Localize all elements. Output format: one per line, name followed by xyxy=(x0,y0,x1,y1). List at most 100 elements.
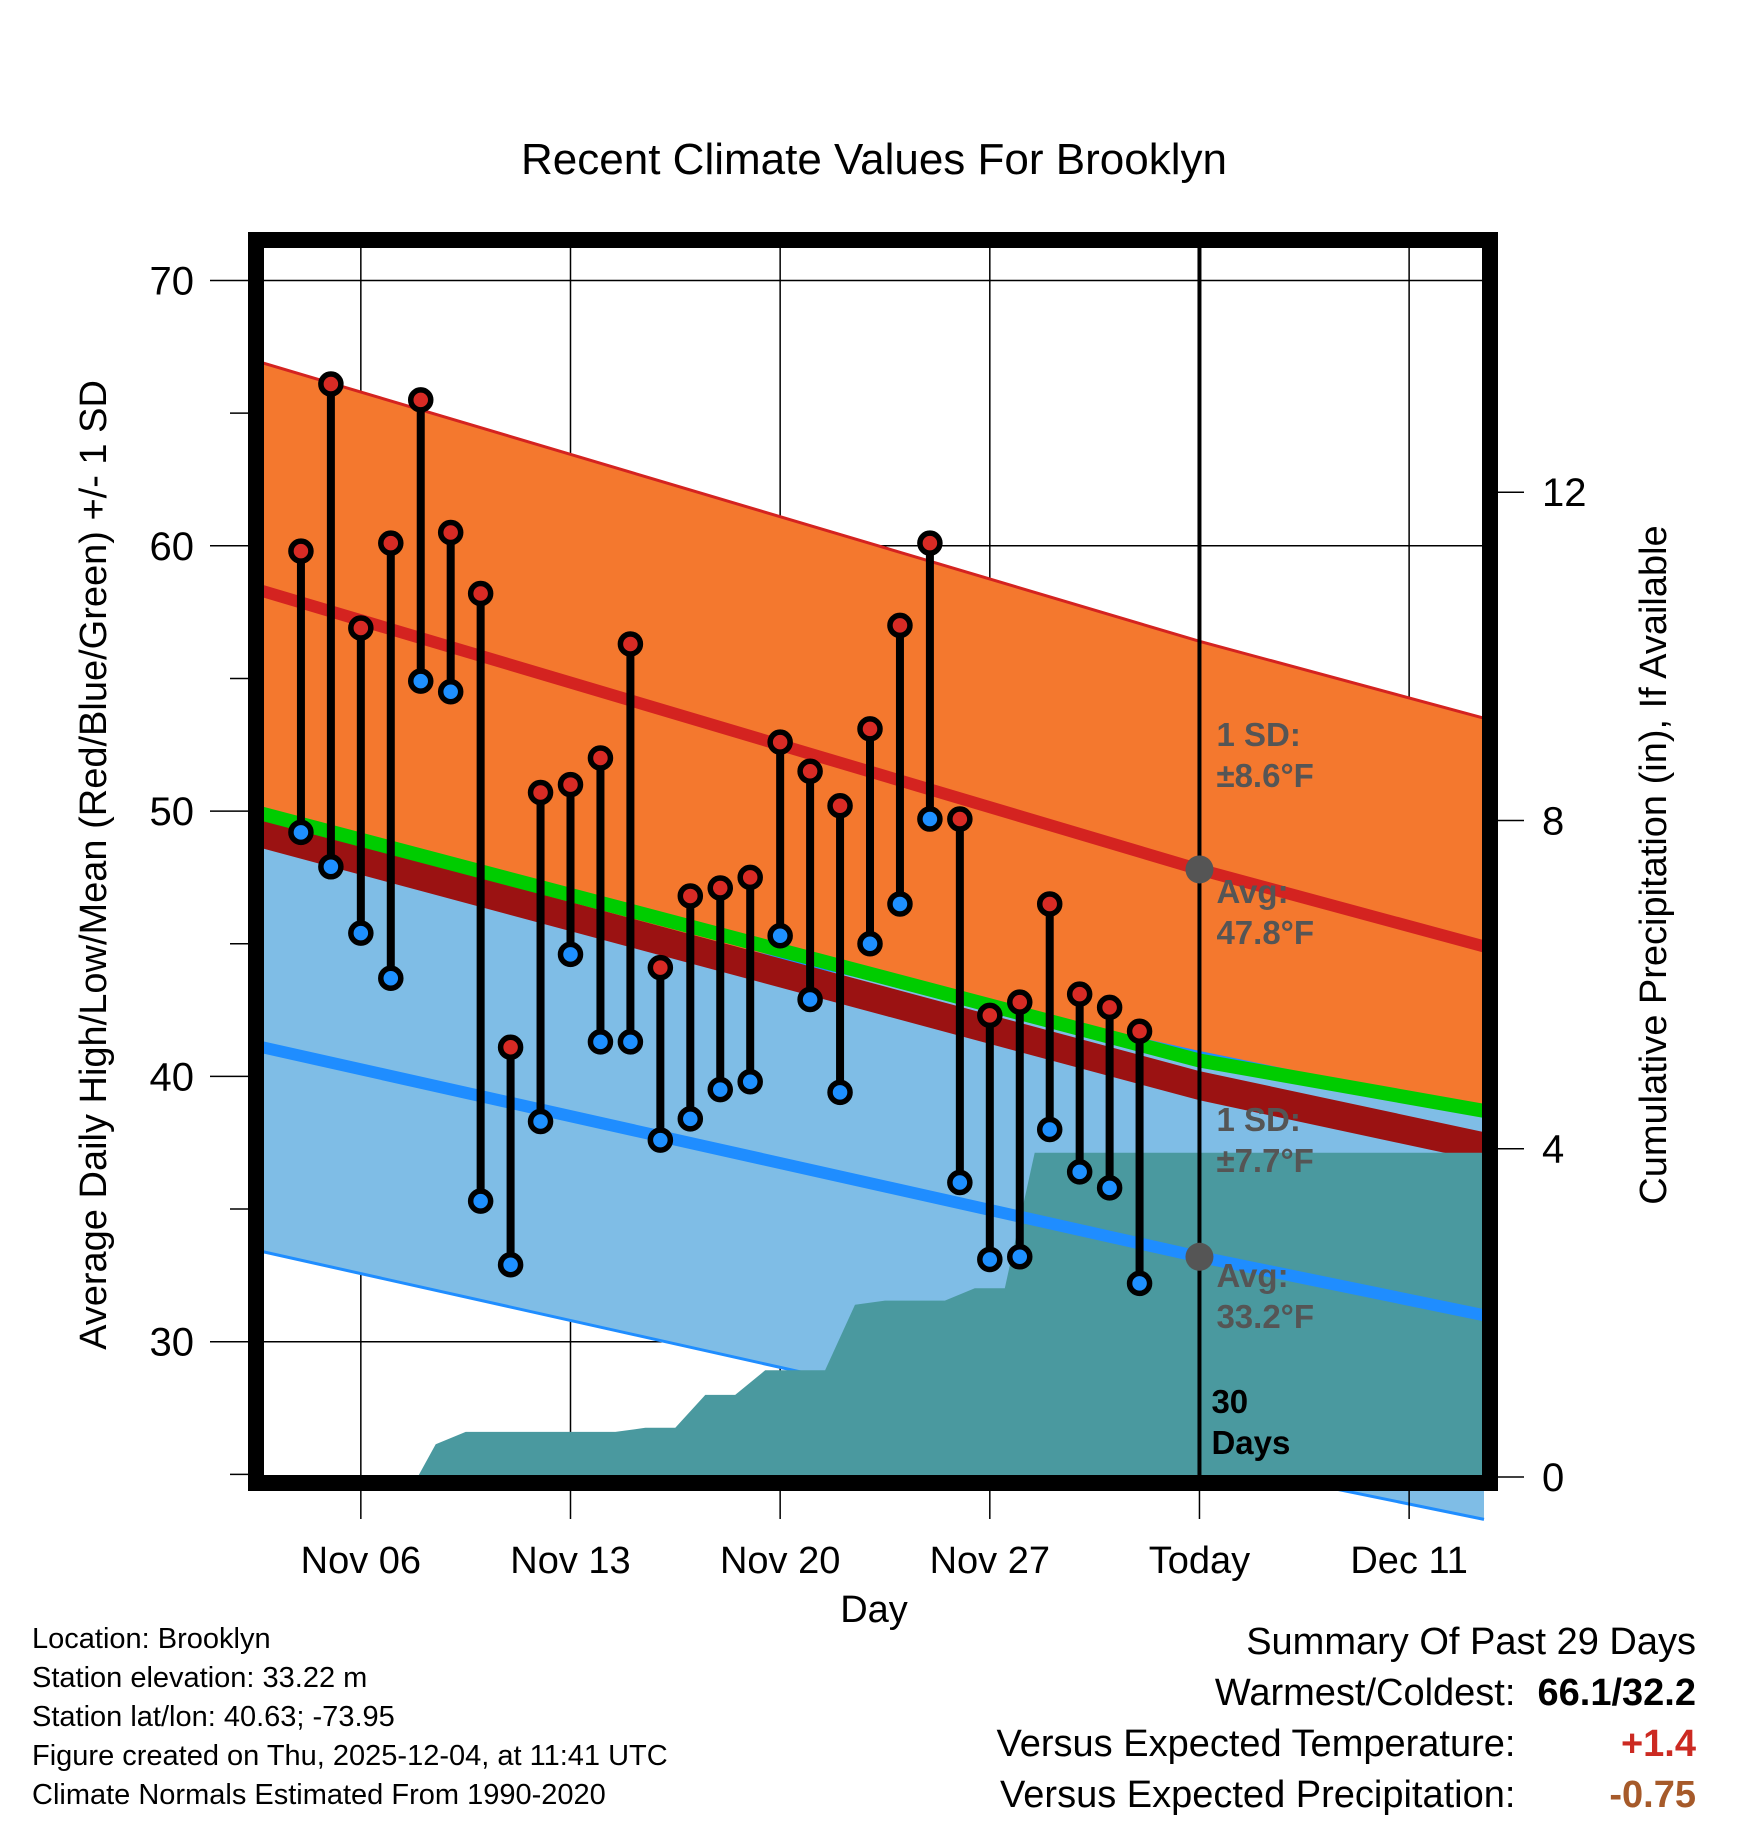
daily-low-marker xyxy=(1007,1244,1033,1270)
today-line xyxy=(1185,244,1214,1477)
daily-low-marker xyxy=(917,806,943,832)
daily-high-marker xyxy=(977,1002,1003,1029)
daily-high-marker xyxy=(1126,1018,1153,1045)
daily-low-marker xyxy=(378,965,404,991)
daily-high-marker xyxy=(677,883,704,909)
low-avg-annotation: Avg: 33.2°F xyxy=(1216,1257,1314,1335)
days-annotation-line: 30 xyxy=(1211,1383,1248,1420)
daily-low-marker xyxy=(647,1127,674,1153)
daily-high-marker xyxy=(797,758,823,785)
y2-tick-label: 0 xyxy=(1542,1456,1564,1500)
daily-high-marker xyxy=(497,1034,524,1060)
x-tick-label: Nov 06 xyxy=(301,1540,421,1582)
daily-low-marker xyxy=(407,668,434,694)
daily-low-marker xyxy=(1126,1270,1153,1297)
daily-high-marker xyxy=(767,729,793,755)
days-annotation: 30 Days xyxy=(1211,1383,1290,1461)
daily-high-marker xyxy=(887,612,913,639)
daily-low-marker xyxy=(318,854,344,880)
daily-high-marker xyxy=(407,387,434,413)
y-tick-label: 40 xyxy=(150,1055,195,1099)
daily-high-marker xyxy=(1036,891,1063,917)
precip-departure-row: Versus Expected Precipitation: -0.75 xyxy=(997,1770,1696,1821)
daily-high-marker xyxy=(947,806,973,832)
daily-high-marker xyxy=(917,530,943,556)
daily-high-marker xyxy=(437,519,464,546)
low-avg-annotation-line: 33.2°F xyxy=(1216,1298,1314,1335)
y2-tick-label: 4 xyxy=(1542,1128,1564,1172)
y-tick-label: 50 xyxy=(150,790,195,834)
temp-departure-value: +1.4 xyxy=(1620,1723,1696,1765)
daily-low-marker xyxy=(1096,1175,1123,1201)
daily-high-marker xyxy=(827,793,853,819)
x-tick-label: Nov 20 xyxy=(720,1540,840,1582)
daily-low-marker xyxy=(1036,1116,1063,1143)
temp-departure-label: Versus Expected Temperature: xyxy=(996,1723,1516,1765)
precipitation-area xyxy=(417,1152,1485,1477)
y-tick-label: 60 xyxy=(150,525,195,569)
high-avg-annotation-line: 47.8°F xyxy=(1216,914,1314,951)
daily-low-marker xyxy=(557,941,584,968)
y-tick-label: 30 xyxy=(150,1321,195,1365)
daily-low-marker xyxy=(437,678,464,705)
daily-low-marker xyxy=(737,1068,763,1095)
daily-low-marker xyxy=(857,930,883,957)
daily-high-marker xyxy=(617,631,644,657)
created-text: Figure created on Thu, 2025-12-04, at 11… xyxy=(32,1740,668,1772)
low-sd-annotation: 1 SD: ±7.7°F xyxy=(1216,1101,1313,1179)
today-high-avg-dot xyxy=(1185,855,1214,884)
y-axis-label: Average Daily High/Low/Mean (Red/Blue/Gr… xyxy=(73,380,115,1350)
high-sd-annotation-line: 1 SD: xyxy=(1216,716,1300,753)
y2-axis-label: Cumulative Precipitation (in), If Availa… xyxy=(1633,525,1675,1204)
y2-tick-label: 12 xyxy=(1542,471,1587,515)
latlon-text: Station lat/lon: 40.63; -73.95 xyxy=(32,1701,395,1733)
warm-cold-label: Warmest/Coldest: xyxy=(1214,1672,1516,1714)
precip-cumulative-area xyxy=(417,1152,1485,1477)
daily-low-marker xyxy=(348,920,374,946)
x-tick-label: Nov 27 xyxy=(930,1540,1050,1582)
daily-low-marker xyxy=(1066,1159,1093,1185)
annotations: 1 SD: ±8.6°F Avg: 47.8°F 1 SD: ±7.7°F Avg: 33.2… xyxy=(1211,716,1314,1461)
daily-low-marker xyxy=(797,986,823,1013)
y-tick-label: 70 xyxy=(150,259,195,303)
daily-high-marker xyxy=(1007,989,1033,1015)
daily-low-marker xyxy=(467,1188,494,1214)
daily-high-marker xyxy=(857,716,883,742)
summary-panel: Summary Of Past 29 Days Warmest/Coldest:… xyxy=(997,1617,1696,1821)
plot-border xyxy=(248,232,1498,1491)
daily-low-marker xyxy=(977,1246,1003,1273)
normals-text: Climate Normals Estimated From 1990-2020 xyxy=(32,1779,606,1811)
chart-title: Recent Climate Values For Brooklyn xyxy=(521,135,1227,184)
high-sd-annotation: 1 SD: ±8.6°F xyxy=(1216,716,1313,794)
x-axis-label: Day xyxy=(840,1589,908,1631)
daily-high-marker xyxy=(527,779,554,806)
daily-high-marker xyxy=(557,771,584,798)
daily-high-marker xyxy=(737,864,763,891)
x-tick-label: Dec 11 xyxy=(1350,1540,1468,1582)
summary-title: Summary Of Past 29 Days xyxy=(1246,1621,1696,1663)
daily-low-marker xyxy=(587,1029,614,1055)
station-info: Location: Brooklyn Station elevation: 33… xyxy=(32,1620,668,1815)
daily-low-marker xyxy=(497,1252,524,1278)
daily-low-marker xyxy=(527,1108,554,1135)
daily-high-marker xyxy=(1096,994,1123,1021)
elevation-text: Station elevation: 33.22 m xyxy=(32,1662,368,1694)
precip-departure-value: -0.75 xyxy=(1609,1774,1696,1816)
x-tick-label: Nov 13 xyxy=(510,1540,630,1582)
daily-high-marker xyxy=(467,580,494,607)
daily-high-marker xyxy=(318,371,344,397)
daily-high-marker xyxy=(378,530,404,556)
high-avg-annotation: Avg: 47.8°F xyxy=(1216,873,1314,951)
warm-cold-row: Warmest/Coldest: 66.1/32.2 xyxy=(997,1668,1696,1719)
low-sd-annotation-line: 1 SD: xyxy=(1216,1101,1300,1138)
precip-departure-label: Versus Expected Precipitation: xyxy=(1000,1774,1516,1816)
days-annotation-line: Days xyxy=(1211,1424,1290,1461)
low-sd-annotation-line: ±7.7°F xyxy=(1216,1142,1313,1179)
today-low-avg-dot xyxy=(1185,1242,1214,1271)
daily-low-marker xyxy=(288,819,314,846)
high-sd-annotation-line: ±8.6°F xyxy=(1216,757,1313,794)
low-avg-annotation-line: Avg: xyxy=(1216,1257,1288,1294)
daily-low-marker xyxy=(827,1079,853,1106)
